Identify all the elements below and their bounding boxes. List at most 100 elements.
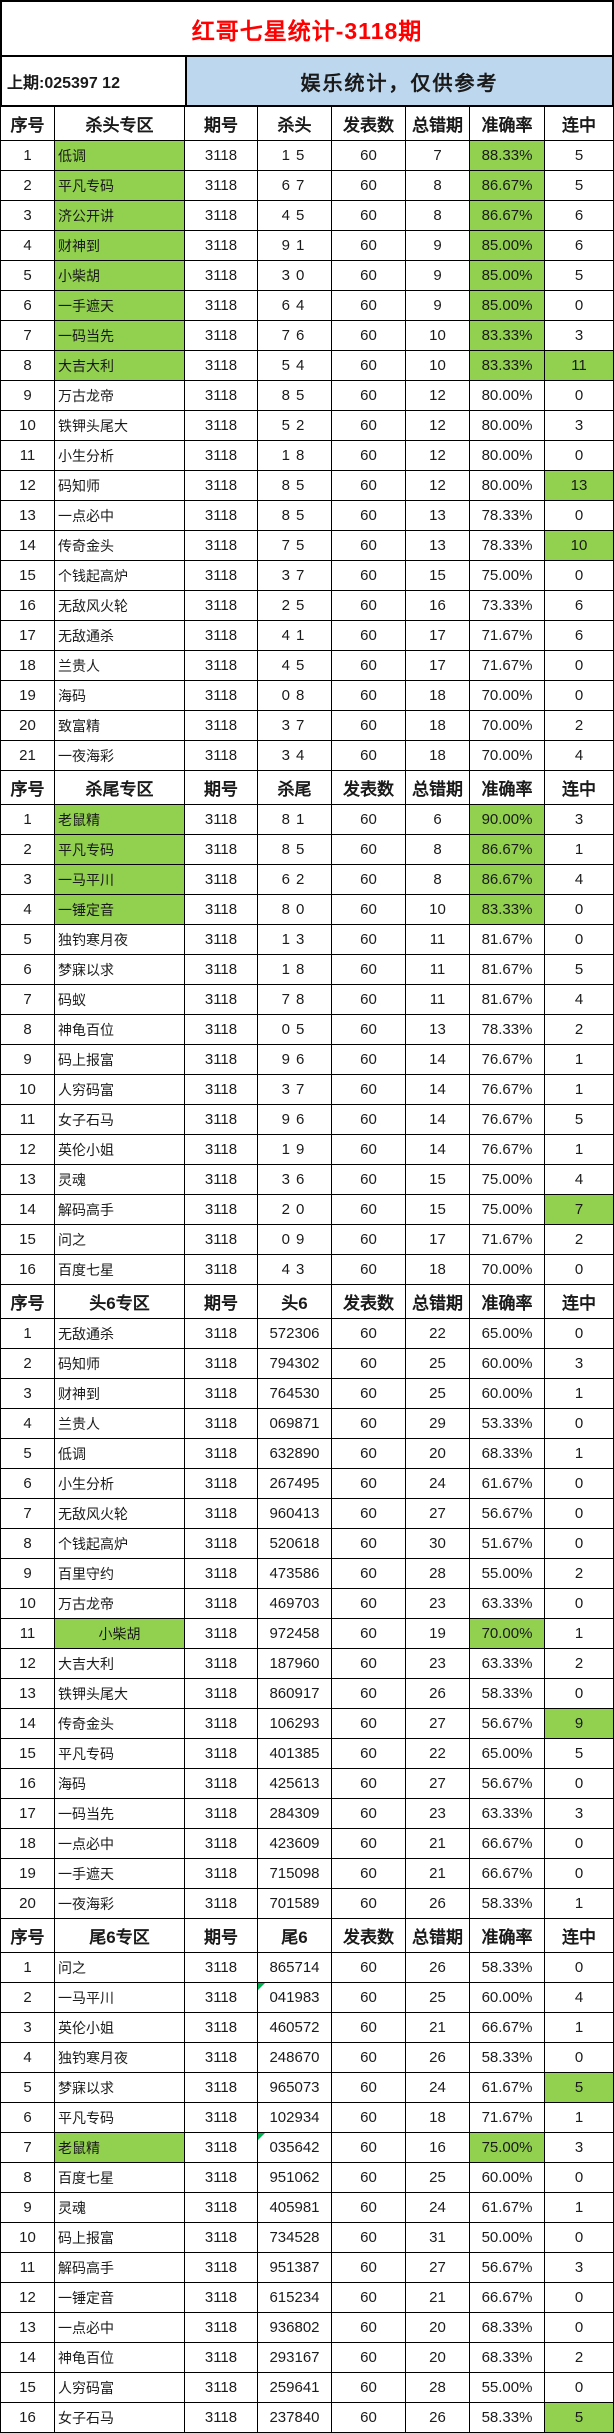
streak-cell[interactable]: 1 (545, 1135, 614, 1165)
published-count-cell[interactable]: 60 (332, 1829, 406, 1859)
accuracy-cell[interactable]: 65.00% (470, 1319, 545, 1349)
row-index-cell[interactable]: 2 (1, 1983, 55, 2013)
streak-cell[interactable]: 0 (545, 1499, 614, 1529)
streak-cell[interactable]: 0 (545, 2313, 614, 2343)
published-count-cell[interactable]: 60 (332, 2073, 406, 2103)
row-index-cell[interactable]: 5 (1, 261, 55, 291)
kill-number-cell[interactable]: 951062 (258, 2163, 332, 2193)
kill-number-cell[interactable]: 267495 (258, 1469, 332, 1499)
streak-cell[interactable]: 4 (545, 741, 614, 771)
zone-name-cell[interactable]: 财神到 (55, 1379, 185, 1409)
row-index-cell[interactable]: 6 (1, 291, 55, 321)
miss-count-cell[interactable]: 15 (406, 1195, 470, 1225)
accuracy-cell[interactable]: 70.00% (470, 711, 545, 741)
row-index-cell[interactable]: 10 (1, 2223, 55, 2253)
published-count-cell[interactable]: 60 (332, 805, 406, 835)
accuracy-cell[interactable]: 86.67% (470, 865, 545, 895)
row-index-cell[interactable]: 8 (1, 351, 55, 381)
accuracy-cell[interactable]: 63.33% (470, 1649, 545, 1679)
zone-name-cell[interactable]: 老鼠精 (55, 2133, 185, 2163)
previous-draw-cell[interactable]: 上期:025397 12 (2, 57, 187, 105)
miss-count-cell[interactable]: 7 (406, 141, 470, 171)
zone-name-cell[interactable]: 码知师 (55, 471, 185, 501)
row-index-cell[interactable]: 17 (1, 1799, 55, 1829)
miss-count-cell[interactable]: 24 (406, 1469, 470, 1499)
period-cell[interactable]: 3118 (185, 1709, 258, 1739)
kill-number-cell[interactable]: 45 (258, 651, 332, 681)
miss-count-cell[interactable]: 18 (406, 681, 470, 711)
streak-cell[interactable]: 9 (545, 1709, 614, 1739)
kill-number-cell[interactable]: 701589 (258, 1889, 332, 1919)
published-count-cell[interactable]: 60 (332, 1075, 406, 1105)
streak-cell[interactable]: 2 (545, 1225, 614, 1255)
accuracy-cell[interactable]: 66.67% (470, 2283, 545, 2313)
period-cell[interactable]: 3118 (185, 1589, 258, 1619)
zone-name-cell[interactable]: 灵魂 (55, 2193, 185, 2223)
period-cell[interactable]: 3118 (185, 2253, 258, 2283)
published-count-cell[interactable]: 60 (332, 531, 406, 561)
published-count-cell[interactable]: 60 (332, 1015, 406, 1045)
miss-count-cell[interactable]: 27 (406, 1709, 470, 1739)
sheet-title-cell[interactable]: 红哥七星统计-3118期 (0, 0, 614, 57)
row-index-cell[interactable]: 12 (1, 471, 55, 501)
miss-count-cell[interactable]: 12 (406, 471, 470, 501)
period-cell[interactable]: 3118 (185, 2073, 258, 2103)
accuracy-cell[interactable]: 60.00% (470, 2163, 545, 2193)
row-index-cell[interactable]: 15 (1, 561, 55, 591)
row-index-cell[interactable]: 13 (1, 1165, 55, 1195)
miss-count-cell[interactable]: 29 (406, 1409, 470, 1439)
miss-count-cell[interactable]: 27 (406, 2253, 470, 2283)
streak-cell[interactable]: 11 (545, 351, 614, 381)
published-count-cell[interactable]: 60 (332, 1589, 406, 1619)
column-header-zone-name[interactable]: 尾6专区 (55, 1919, 185, 1953)
kill-number-cell[interactable]: 469703 (258, 1589, 332, 1619)
accuracy-cell[interactable]: 75.00% (470, 2133, 545, 2163)
period-cell[interactable]: 3118 (185, 2343, 258, 2373)
streak-cell[interactable]: 1 (545, 2103, 614, 2133)
period-cell[interactable]: 3118 (185, 681, 258, 711)
streak-cell[interactable]: 0 (545, 1319, 614, 1349)
miss-count-cell[interactable]: 28 (406, 1559, 470, 1589)
accuracy-cell[interactable]: 61.67% (470, 2193, 545, 2223)
row-index-cell[interactable]: 16 (1, 591, 55, 621)
row-index-cell[interactable]: 19 (1, 1859, 55, 1889)
kill-number-cell[interactable]: 401385 (258, 1739, 332, 1769)
accuracy-cell[interactable]: 56.67% (470, 1769, 545, 1799)
zone-name-cell[interactable]: 神龟百位 (55, 1015, 185, 1045)
streak-cell[interactable]: 0 (545, 2163, 614, 2193)
kill-number-cell[interactable]: 85 (258, 381, 332, 411)
miss-count-cell[interactable]: 18 (406, 711, 470, 741)
miss-count-cell[interactable]: 26 (406, 2403, 470, 2433)
period-cell[interactable]: 3118 (185, 231, 258, 261)
column-header-kill-number[interactable]: 头6 (258, 1285, 332, 1319)
accuracy-cell[interactable]: 73.33% (470, 591, 545, 621)
published-count-cell[interactable]: 60 (332, 955, 406, 985)
zone-name-cell[interactable]: 平凡专码 (55, 171, 185, 201)
zone-name-cell[interactable]: 小生分析 (55, 441, 185, 471)
accuracy-cell[interactable]: 76.67% (470, 1105, 545, 1135)
period-cell[interactable]: 3118 (185, 2103, 258, 2133)
period-cell[interactable]: 3118 (185, 351, 258, 381)
column-header-zone-name[interactable]: 杀尾专区 (55, 771, 185, 805)
miss-count-cell[interactable]: 14 (406, 1135, 470, 1165)
zone-name-cell[interactable]: 问之 (55, 1225, 185, 1255)
kill-number-cell[interactable]: 20 (258, 1195, 332, 1225)
zone-name-cell[interactable]: 小柴胡 (55, 261, 185, 291)
streak-cell[interactable]: 2 (545, 1649, 614, 1679)
miss-count-cell[interactable]: 20 (406, 2343, 470, 2373)
miss-count-cell[interactable]: 13 (406, 1015, 470, 1045)
streak-cell[interactable]: 1 (545, 1379, 614, 1409)
published-count-cell[interactable]: 60 (332, 441, 406, 471)
zone-name-cell[interactable]: 一手遮天 (55, 1859, 185, 1889)
published-count-cell[interactable]: 60 (332, 711, 406, 741)
row-index-cell[interactable]: 10 (1, 411, 55, 441)
period-cell[interactable]: 3118 (185, 865, 258, 895)
kill-number-cell[interactable]: 860917 (258, 1679, 332, 1709)
zone-name-cell[interactable]: 平凡专码 (55, 835, 185, 865)
row-index-cell[interactable]: 18 (1, 1829, 55, 1859)
kill-number-cell[interactable]: 284309 (258, 1799, 332, 1829)
period-cell[interactable]: 3118 (185, 591, 258, 621)
accuracy-cell[interactable]: 58.33% (470, 2043, 545, 2073)
period-cell[interactable]: 3118 (185, 1619, 258, 1649)
published-count-cell[interactable]: 60 (332, 1709, 406, 1739)
